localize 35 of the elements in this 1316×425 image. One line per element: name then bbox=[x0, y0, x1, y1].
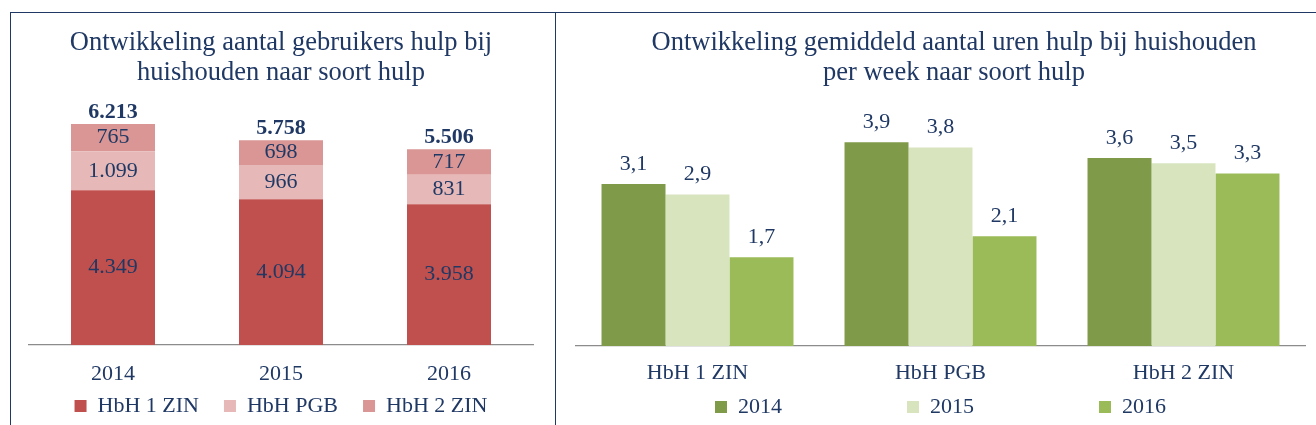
x-tick-label: HbH 2 ZIN bbox=[1132, 358, 1235, 384]
legend-label: 2015 bbox=[930, 392, 974, 418]
legend-label: 2014 bbox=[738, 392, 782, 418]
x-tick-label: 2014 bbox=[91, 359, 135, 385]
x-tick-label: HbH 1 ZIN bbox=[646, 358, 749, 384]
data-label: 2,1 bbox=[990, 202, 1019, 228]
data-label: 2,9 bbox=[683, 160, 712, 186]
legend-label: HbH PGB bbox=[246, 391, 339, 417]
legend-label: 2016 bbox=[1122, 392, 1166, 418]
data-label: 3,5 bbox=[1169, 128, 1198, 154]
data-label: 1,7 bbox=[747, 222, 776, 248]
data-label: 3,9 bbox=[862, 108, 891, 134]
total-label: 5.758 bbox=[256, 113, 306, 139]
legend-label: HbH 2 ZIN bbox=[386, 391, 488, 417]
data-label: 4.094 bbox=[256, 257, 306, 283]
data-label: 3,6 bbox=[1105, 123, 1134, 149]
chart-title: Ontwikkeling gemiddeld aantal uren hulp bij huishouden per week naar soort hulp bbox=[650, 26, 1258, 86]
data-label: 966 bbox=[264, 167, 298, 193]
data-label: 1.099 bbox=[88, 156, 138, 182]
legend-label: HbH 1 ZIN bbox=[97, 391, 200, 417]
data-label: 698 bbox=[264, 138, 298, 164]
chart-title: Ontwikkeling aantal gebruikers hulp bij huishouden naar soort hulp bbox=[68, 26, 494, 86]
data-label: 3,1 bbox=[619, 149, 648, 175]
total-label: 5.506 bbox=[424, 122, 474, 148]
x-tick-label: HbH PGB bbox=[894, 358, 987, 384]
x-tick-label: 2015 bbox=[259, 359, 303, 385]
x-tick-label: 2016 bbox=[427, 359, 471, 385]
data-label: 3.958 bbox=[424, 260, 474, 286]
data-label: 3,8 bbox=[926, 113, 955, 139]
data-label: 717 bbox=[432, 147, 466, 173]
data-label: 3,3 bbox=[1233, 139, 1262, 165]
data-label: 4.349 bbox=[88, 253, 138, 279]
data-label: 831 bbox=[432, 175, 466, 201]
total-label: 6.213 bbox=[88, 97, 138, 123]
data-label: 765 bbox=[96, 123, 130, 149]
